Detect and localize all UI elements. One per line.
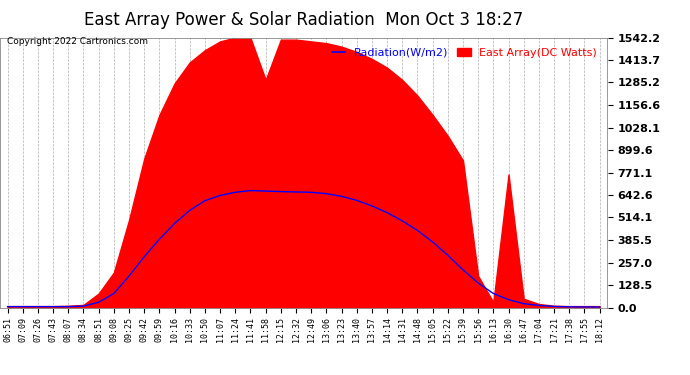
- Text: Copyright 2022 Cartronics.com: Copyright 2022 Cartronics.com: [7, 38, 148, 46]
- Legend: Radiation(W/m2), East Array(DC Watts): Radiation(W/m2), East Array(DC Watts): [327, 43, 602, 62]
- Text: East Array Power & Solar Radiation  Mon Oct 3 18:27: East Array Power & Solar Radiation Mon O…: [84, 11, 523, 29]
